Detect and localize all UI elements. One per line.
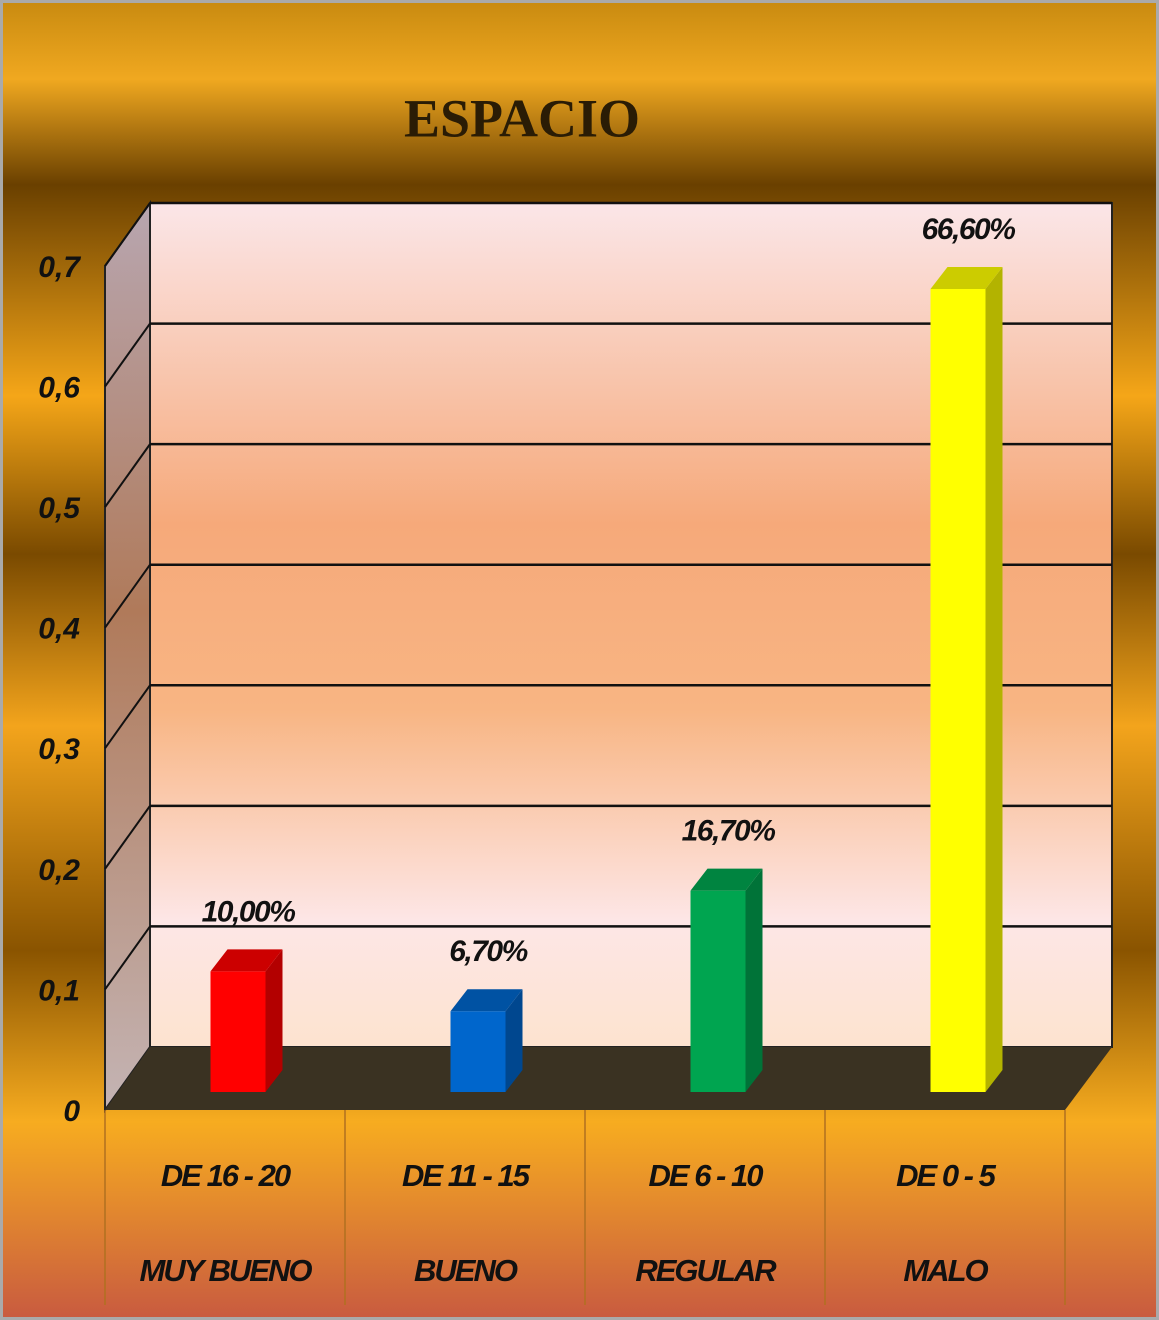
bar	[690, 890, 746, 1092]
y-tick-label: 0,3	[38, 733, 80, 766]
y-tick-label: 0,5	[38, 492, 81, 525]
y-tick-label: 0,6	[38, 371, 80, 404]
bar-top	[930, 266, 1003, 289]
data-label: 66,60%	[922, 213, 1016, 246]
bar-top	[210, 949, 283, 972]
group-label: REGULAR	[635, 1253, 777, 1288]
y-tick-label: 0,7	[38, 251, 81, 284]
data-label: 16,70%	[682, 815, 776, 848]
bar-top	[450, 989, 523, 1012]
y-tick-label: 0,1	[38, 974, 80, 1007]
side-wall	[104, 199, 151, 1114]
group-label: BUENO	[414, 1253, 518, 1288]
y-tick-label: 0,4	[38, 613, 80, 646]
bar	[450, 1011, 506, 1092]
bar-side	[745, 868, 763, 1092]
bar-side	[985, 266, 1003, 1093]
bar-top	[690, 868, 763, 891]
data-label: 10,00%	[202, 895, 296, 928]
x-tick-label: DE 6 - 10	[649, 1158, 764, 1193]
data-label: 6,70%	[449, 935, 527, 968]
group-label: MUY BUENO	[140, 1253, 313, 1288]
x-tick-label: DE 16 - 20	[161, 1158, 291, 1193]
y-tick-label: 0,2	[38, 854, 80, 887]
bar	[930, 288, 986, 1093]
chart-title: ESPACIO	[404, 88, 640, 148]
side-grid-line	[104, 925, 151, 991]
y-tick-label: 0	[63, 1095, 80, 1128]
side-grid-line	[104, 202, 151, 267]
x-tick-label: DE 11 - 15	[402, 1158, 531, 1193]
side-grid-line	[104, 684, 151, 749]
side-grid-line	[104, 805, 151, 870]
side-grid-line	[104, 322, 151, 388]
floor	[105, 1047, 1112, 1110]
bar	[210, 971, 266, 1092]
side-grid-line	[104, 443, 151, 508]
side-grid-line	[104, 564, 151, 629]
group-label: MALO	[903, 1253, 988, 1288]
x-tick-label: DE 0 - 5	[896, 1158, 996, 1193]
bar-side	[265, 949, 283, 1092]
bar-side	[505, 989, 523, 1092]
